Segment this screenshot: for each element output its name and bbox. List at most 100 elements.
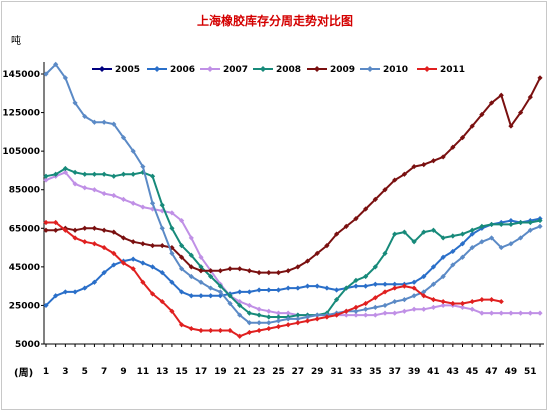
data-point xyxy=(169,250,175,256)
data-point xyxy=(82,239,88,245)
data-point xyxy=(266,270,272,276)
x-tick-label: 49 xyxy=(505,367,518,377)
data-point xyxy=(343,308,349,314)
series-lines xyxy=(43,61,543,339)
data-point xyxy=(227,327,233,334)
data-point xyxy=(140,163,146,170)
data-point xyxy=(304,258,311,264)
data-point xyxy=(518,310,524,316)
data-point xyxy=(159,225,165,231)
data-point xyxy=(498,92,504,98)
data-point xyxy=(72,169,78,175)
data-point xyxy=(101,270,107,276)
data-point xyxy=(227,293,233,299)
data-point xyxy=(459,254,466,260)
data-point xyxy=(266,325,272,332)
data-point xyxy=(120,196,127,202)
data-point xyxy=(392,231,398,237)
data-point xyxy=(382,250,388,256)
series-group xyxy=(43,75,543,276)
data-point xyxy=(237,266,243,272)
data-point xyxy=(120,260,127,266)
data-point xyxy=(91,279,98,285)
data-point xyxy=(82,113,88,120)
data-point xyxy=(450,262,456,268)
y-tick-label: 65000 xyxy=(9,224,40,234)
data-point xyxy=(518,219,524,226)
data-point xyxy=(459,135,466,141)
legend-swatch-marker xyxy=(260,66,266,72)
x-tick-label: 7 xyxy=(101,367,107,377)
data-point xyxy=(43,71,49,77)
data-point xyxy=(469,306,475,312)
x-tick-label: 25 xyxy=(272,367,285,377)
data-point xyxy=(353,312,359,318)
data-point xyxy=(179,243,185,249)
x-tick-label: 37 xyxy=(388,367,401,377)
data-point xyxy=(256,270,262,276)
data-point xyxy=(217,289,223,295)
data-point xyxy=(430,264,437,270)
data-point xyxy=(498,298,504,305)
data-point xyxy=(392,177,398,183)
data-point xyxy=(237,289,243,295)
data-point xyxy=(372,304,378,310)
legend-label: 2006 xyxy=(170,65,195,75)
data-point xyxy=(140,279,146,285)
data-point xyxy=(343,223,349,229)
data-point xyxy=(275,310,282,316)
data-point xyxy=(285,316,291,322)
legend-swatch-marker xyxy=(99,66,105,72)
data-point xyxy=(459,241,466,247)
data-point xyxy=(382,281,388,287)
data-point xyxy=(479,310,485,316)
x-tick-label: 33 xyxy=(350,367,363,377)
data-point xyxy=(120,135,127,141)
data-point xyxy=(179,254,185,260)
data-point xyxy=(324,314,330,320)
data-point xyxy=(120,171,127,177)
legend-swatch-marker xyxy=(314,66,320,72)
data-point xyxy=(333,287,340,293)
data-point xyxy=(82,171,88,177)
data-point xyxy=(392,285,398,291)
data-point xyxy=(111,250,117,256)
data-point xyxy=(256,320,262,326)
axes xyxy=(43,62,544,345)
x-tick-label: 13 xyxy=(156,367,169,377)
data-point xyxy=(256,327,262,334)
data-point xyxy=(401,308,407,314)
x-tick-label: 29 xyxy=(311,367,324,377)
data-point xyxy=(149,173,156,179)
data-point xyxy=(188,273,194,280)
data-point xyxy=(198,254,204,260)
data-point xyxy=(43,173,49,179)
data-point xyxy=(275,287,282,293)
data-point xyxy=(324,285,330,291)
data-point xyxy=(266,314,272,320)
x-tick-label: 51 xyxy=(524,367,537,377)
data-point xyxy=(518,235,524,241)
data-point xyxy=(111,121,117,127)
data-point xyxy=(91,187,98,193)
data-point xyxy=(314,312,320,318)
data-point xyxy=(411,306,417,312)
data-point xyxy=(91,241,98,247)
data-point xyxy=(333,231,340,237)
data-point xyxy=(518,109,524,116)
data-point xyxy=(246,320,253,326)
y-tick-label: 45000 xyxy=(9,263,40,273)
series-line xyxy=(45,171,540,317)
data-point xyxy=(401,171,407,177)
data-point xyxy=(188,264,194,270)
data-point xyxy=(188,325,194,332)
data-point xyxy=(82,225,88,231)
data-point xyxy=(198,327,204,334)
x-tick-label: 47 xyxy=(485,367,498,377)
data-point xyxy=(479,239,485,245)
data-point xyxy=(179,289,185,295)
chart-title: 上海橡胶库存分周走势对比图 xyxy=(197,13,353,28)
series-group xyxy=(43,169,543,318)
data-point xyxy=(101,119,107,125)
